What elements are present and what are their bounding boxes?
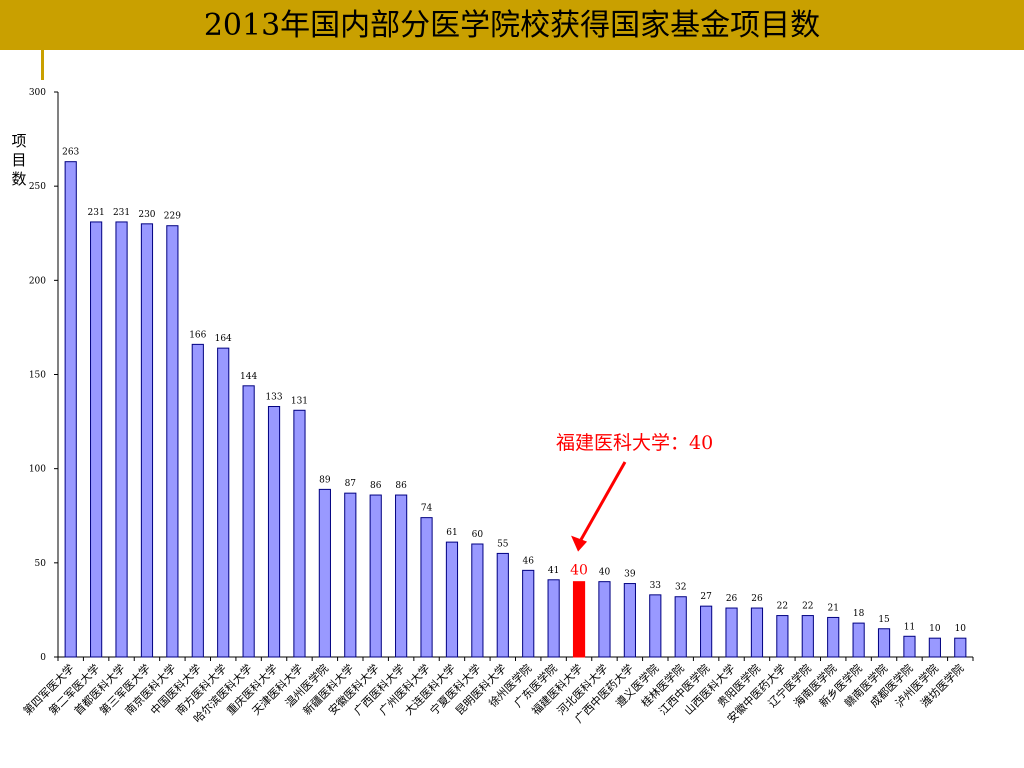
bar — [674, 596, 687, 658]
bar-value-label: 230 — [138, 210, 155, 220]
bar — [700, 605, 713, 658]
bar-value-label: 26 — [726, 594, 738, 604]
bar — [267, 406, 281, 658]
bar — [522, 569, 535, 658]
bar — [420, 517, 433, 658]
bar — [471, 543, 484, 658]
bar-value-label: 39 — [624, 570, 636, 580]
bar — [166, 225, 179, 658]
bar — [344, 492, 357, 658]
bar — [750, 607, 764, 658]
bar — [90, 221, 103, 658]
bar — [64, 161, 77, 658]
bar — [496, 552, 509, 658]
bar — [725, 607, 738, 658]
bar — [954, 637, 967, 658]
y-tick-label: 300 — [29, 88, 46, 98]
bar-value-label: 10 — [955, 624, 967, 634]
bar-value-label: 87 — [345, 479, 357, 489]
bar — [852, 622, 865, 658]
y-tick-label: 200 — [29, 276, 46, 286]
y-tick-label: 250 — [29, 182, 46, 192]
bar-value-label: 133 — [265, 393, 282, 403]
bar — [115, 221, 128, 658]
bar-value-label: 86 — [370, 481, 382, 491]
y-tick-label: 50 — [35, 559, 47, 569]
bar-value-label: 22 — [802, 602, 813, 612]
bar-value-label: 46 — [522, 556, 534, 566]
bar-value-label: 18 — [853, 609, 865, 619]
bar — [242, 385, 255, 658]
bar-value-label: 26 — [751, 594, 763, 604]
bar-value-label: 231 — [88, 208, 105, 218]
bar-value-label: 166 — [189, 330, 206, 340]
bar-value-label: 11 — [904, 622, 915, 632]
bar-value-label: 144 — [240, 372, 257, 382]
y-tick-label: 100 — [29, 465, 46, 475]
bar-value-label: 33 — [650, 581, 662, 591]
bar — [395, 494, 408, 658]
bar-value-label: 131 — [291, 396, 308, 406]
bar-value-label: 32 — [675, 583, 686, 593]
bar-value-label: 231 — [113, 208, 130, 218]
bar — [598, 581, 611, 658]
bar — [217, 347, 230, 658]
bar — [928, 637, 941, 658]
bar-value-label: 55 — [497, 539, 509, 549]
callout-arrow-line — [579, 461, 627, 541]
bar-value-label: 61 — [446, 528, 457, 538]
y-tick-label: 150 — [29, 371, 46, 381]
bar-value-label: 263 — [62, 148, 79, 158]
bar — [318, 488, 331, 658]
highlight-bar — [572, 581, 586, 658]
bar — [776, 615, 789, 658]
bar — [140, 223, 154, 658]
bar-value-label: 21 — [827, 603, 838, 613]
bar-value-label: 86 — [395, 481, 407, 491]
bar-value-label: 60 — [472, 530, 484, 540]
bar-value-label: 10 — [929, 624, 941, 634]
bar-value-label: 22 — [777, 602, 788, 612]
title-bar — [0, 0, 1024, 50]
y-tick-label: 0 — [40, 653, 46, 663]
highlight-callout-label: 福建医科大学：40 — [556, 432, 714, 454]
chart-title: 2013年国内部分医学院校获得国家基金项目数 — [203, 8, 821, 43]
bar — [293, 409, 306, 658]
bar-value-label: 41 — [548, 566, 559, 576]
bar — [191, 343, 204, 658]
title-accent-tick — [41, 50, 44, 80]
bar — [801, 615, 814, 658]
bar-value-label: 229 — [164, 212, 181, 222]
bar — [623, 583, 636, 658]
y-axis-label: 项目数 — [11, 132, 27, 188]
bar — [903, 635, 916, 658]
bar — [827, 616, 840, 658]
bar — [445, 541, 459, 658]
bar — [547, 579, 560, 658]
bar-value-label: 89 — [319, 475, 331, 485]
bar — [649, 594, 662, 658]
bar-value-label: 164 — [215, 334, 232, 344]
bar-value-label: 15 — [878, 615, 890, 625]
bar-value-label: 27 — [700, 592, 712, 602]
bar-value-label: 40 — [599, 568, 611, 578]
bar-value-label: 40 — [570, 563, 588, 579]
bar — [369, 494, 382, 658]
bar-value-label: 74 — [421, 504, 433, 514]
callout-arrow-head — [571, 535, 588, 552]
bar — [877, 628, 891, 658]
